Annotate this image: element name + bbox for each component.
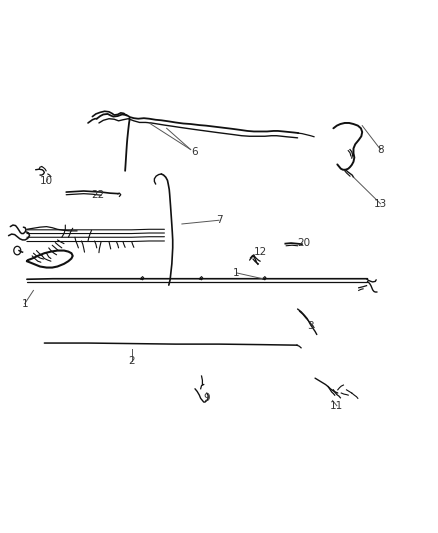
Text: 7: 7 xyxy=(215,215,223,225)
Text: 12: 12 xyxy=(254,247,268,256)
Text: 9: 9 xyxy=(204,393,210,403)
Text: 2: 2 xyxy=(128,356,135,366)
Text: 20: 20 xyxy=(297,238,310,247)
Text: 1: 1 xyxy=(233,268,240,278)
Text: 11: 11 xyxy=(330,401,343,411)
Text: 8: 8 xyxy=(377,144,384,155)
Text: 22: 22 xyxy=(91,190,104,200)
Text: 13: 13 xyxy=(374,199,387,209)
Text: 6: 6 xyxy=(192,147,198,157)
Text: 3: 3 xyxy=(307,321,314,331)
Text: 1: 1 xyxy=(21,298,28,309)
Text: 10: 10 xyxy=(40,176,53,187)
